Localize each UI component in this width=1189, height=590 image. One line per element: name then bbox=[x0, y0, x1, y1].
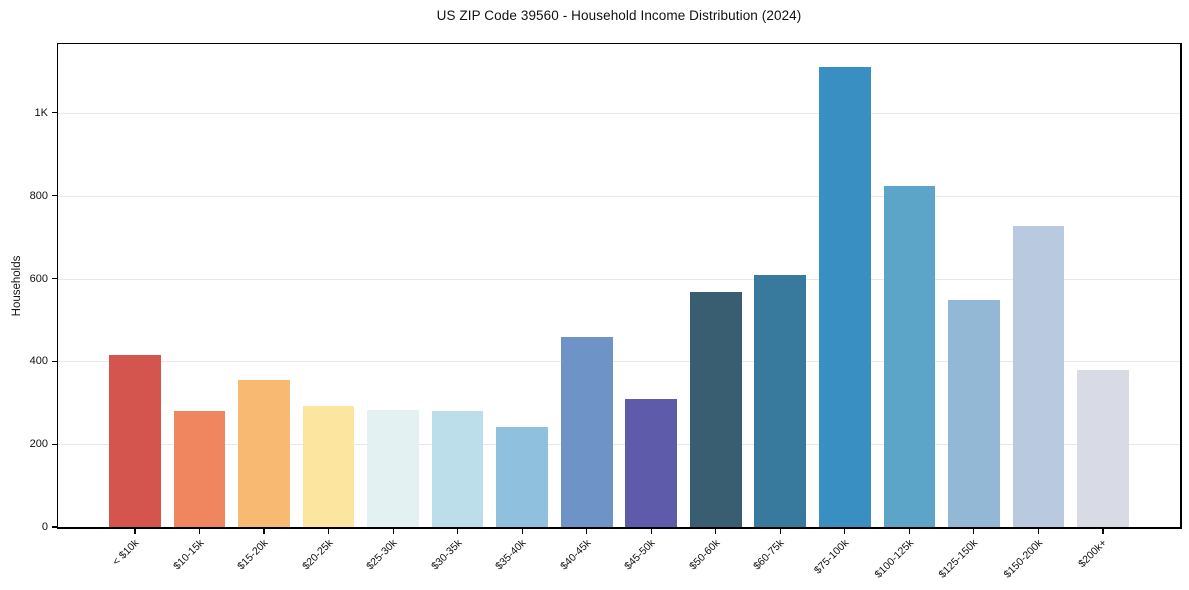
bar bbox=[1012, 225, 1065, 527]
bar bbox=[625, 399, 678, 527]
y-tick-mark bbox=[51, 195, 57, 197]
bottom-spine bbox=[57, 527, 1181, 529]
bar bbox=[238, 380, 290, 527]
x-tick-mark bbox=[844, 528, 846, 534]
x-tick-mark bbox=[198, 528, 201, 534]
x-tick-mark bbox=[779, 528, 781, 534]
x-tick-label: $200k+ bbox=[1076, 537, 1110, 571]
x-tick-label: $60-75k bbox=[751, 537, 787, 573]
chart-title: US ZIP Code 39560 - Household Income Dis… bbox=[436, 8, 802, 23]
x-tick-mark bbox=[908, 528, 910, 534]
x-tick-label: $40-45k bbox=[557, 537, 594, 573]
x-tick-label: $50-60k bbox=[686, 537, 723, 573]
x-tick-label: $30-35k bbox=[428, 537, 465, 573]
y-tick-mark bbox=[51, 443, 57, 445]
x-tick-mark bbox=[650, 528, 652, 534]
bar bbox=[560, 337, 613, 527]
x-tick-mark bbox=[134, 528, 136, 534]
x-tick-mark bbox=[973, 528, 975, 534]
x-tick-label: $20-25k bbox=[299, 537, 336, 573]
bar bbox=[302, 406, 355, 527]
bar bbox=[689, 291, 742, 527]
x-tick-label: $10-15k bbox=[170, 537, 206, 573]
y-tick-mark bbox=[51, 277, 57, 280]
x-tick-mark bbox=[715, 528, 717, 534]
bar bbox=[367, 409, 419, 527]
y-tick-mark bbox=[51, 112, 57, 114]
gridline bbox=[58, 444, 1180, 446]
x-tick-label: $25-30k bbox=[364, 537, 400, 573]
bar bbox=[431, 410, 484, 527]
y-tick-label: 1K bbox=[34, 106, 48, 119]
x-tick-label: $125-150k bbox=[936, 537, 981, 581]
y-tick-mark bbox=[51, 360, 57, 362]
gridline bbox=[58, 112, 1180, 114]
bar bbox=[948, 300, 1000, 527]
y-tick-label: 600 bbox=[29, 272, 48, 285]
bar bbox=[109, 355, 161, 527]
bar bbox=[819, 67, 871, 527]
y-tick-mark bbox=[51, 526, 57, 528]
x-tick-label: < $10k bbox=[110, 537, 142, 568]
bar bbox=[173, 411, 226, 527]
top-spine bbox=[57, 42, 1181, 44]
x-tick-mark bbox=[1102, 528, 1104, 534]
y-tick-label: 200 bbox=[29, 438, 48, 451]
x-tick-label: $75-100k bbox=[811, 537, 852, 577]
x-tick-label: $150-200k bbox=[1001, 537, 1045, 581]
left-spine bbox=[56, 42, 58, 529]
x-tick-mark bbox=[586, 528, 588, 534]
x-tick-label: $35-40k bbox=[493, 537, 529, 573]
gridline bbox=[58, 195, 1180, 197]
y-axis-label: Households bbox=[11, 255, 23, 317]
x-tick-mark bbox=[457, 528, 459, 534]
x-tick-mark bbox=[521, 528, 523, 534]
y-tick-label: 400 bbox=[29, 355, 48, 368]
y-tick-label: 800 bbox=[29, 189, 48, 202]
x-tick-label: $100-125k bbox=[872, 537, 916, 581]
bar bbox=[883, 186, 936, 527]
y-tick-label: 0 bbox=[41, 521, 48, 533]
bar bbox=[754, 275, 807, 527]
right-spine bbox=[1180, 42, 1182, 529]
x-tick-mark bbox=[1037, 528, 1040, 534]
bar bbox=[496, 427, 548, 527]
plot-area bbox=[58, 44, 1180, 527]
x-tick-label: $45-50k bbox=[622, 537, 658, 573]
x-tick-mark bbox=[392, 528, 394, 534]
bar bbox=[1077, 370, 1129, 527]
gridline bbox=[58, 278, 1180, 280]
x-tick-mark bbox=[327, 528, 330, 534]
gridline bbox=[58, 361, 1180, 363]
x-tick-mark bbox=[263, 528, 265, 534]
x-tick-label: $15-20k bbox=[235, 537, 271, 573]
